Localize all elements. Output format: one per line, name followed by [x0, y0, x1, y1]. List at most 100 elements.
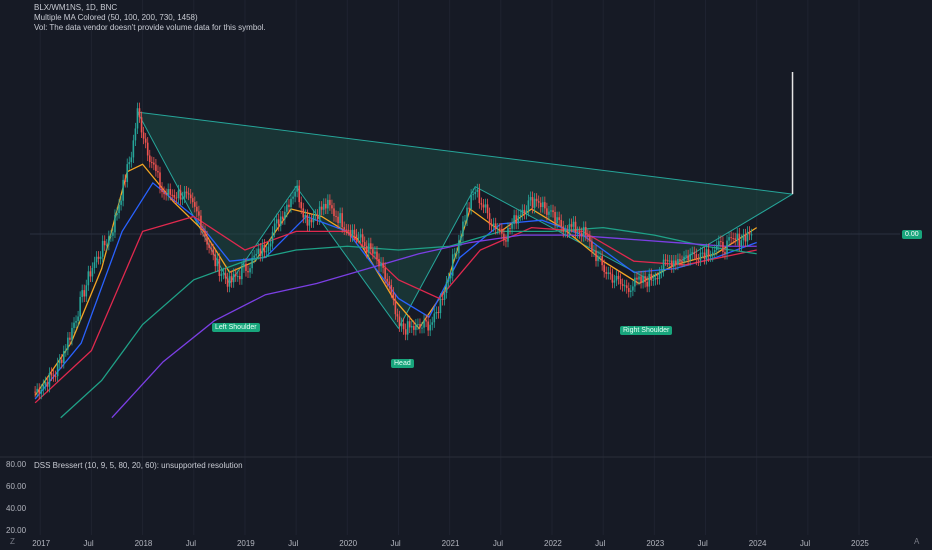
candle-body — [662, 259, 665, 271]
candle-body — [488, 213, 491, 225]
candle-body — [124, 179, 126, 182]
candle-body — [632, 286, 634, 291]
candle-body — [38, 388, 41, 394]
candle-body — [529, 197, 532, 201]
candle-body — [167, 189, 169, 196]
candle-body — [265, 251, 268, 253]
candle-body — [294, 191, 296, 197]
timezone-icon[interactable]: Z — [10, 537, 15, 546]
candle-body — [429, 324, 431, 331]
candle-body — [693, 252, 696, 255]
candle-body — [400, 323, 403, 327]
candle-body — [697, 259, 700, 261]
candle-body — [347, 229, 350, 231]
time-label: Jul — [697, 539, 708, 548]
candle-body — [259, 248, 262, 256]
candle-body — [613, 280, 616, 283]
symbol-title[interactable]: BLX/WM1NS, 1D, BNC — [34, 3, 118, 12]
candle-body — [85, 285, 88, 297]
time-label: Jul — [492, 539, 504, 548]
candle-body — [267, 246, 270, 252]
candle-body — [670, 260, 673, 268]
candle-body — [71, 327, 73, 340]
candle-body — [300, 202, 303, 209]
time-label: 2017 — [32, 539, 51, 548]
candle-body — [410, 326, 413, 328]
candle-body — [177, 190, 180, 199]
oscillator-legend[interactable]: DSS Bressert (10, 9, 5, 80, 20, 60): uns… — [34, 461, 243, 470]
candle-body — [288, 204, 290, 208]
time-label: 2025 — [851, 539, 869, 548]
ma-indicator-label[interactable]: Multiple MA Colored (50, 100, 200, 730, … — [34, 13, 198, 22]
candle-body — [593, 250, 595, 252]
candle-body — [202, 229, 204, 232]
head-label[interactable]: Head — [391, 359, 414, 368]
candle-body — [597, 256, 599, 262]
auto-scale-icon[interactable]: A — [914, 537, 920, 546]
candle-body — [171, 194, 174, 196]
time-label: 2020 — [339, 539, 358, 548]
candle-body — [232, 274, 235, 283]
candle-body — [99, 256, 102, 259]
candle-body — [193, 202, 196, 207]
candle-body — [241, 267, 243, 280]
candle-body — [378, 259, 380, 267]
candle-body — [695, 254, 698, 260]
candle-body — [79, 296, 81, 317]
candle-body — [93, 262, 96, 268]
candle-body — [44, 382, 47, 386]
candle-body — [322, 203, 325, 210]
candle-body — [333, 208, 335, 217]
candle-body — [453, 253, 456, 255]
candle-body — [648, 274, 651, 287]
time-label: Jul — [390, 539, 401, 548]
candle-body — [587, 235, 589, 237]
candle-body — [116, 213, 118, 215]
candle-body — [365, 245, 368, 253]
candle-body — [151, 162, 153, 164]
candle-body — [306, 214, 309, 226]
right-shoulder-label[interactable]: Right Shoulder — [620, 326, 673, 335]
candle-body — [576, 232, 579, 234]
candle-body — [447, 278, 450, 282]
volume-indicator-label[interactable]: Vol: The data vendor doesn't provide vol… — [34, 23, 266, 32]
candle-body — [537, 201, 540, 203]
candle-body — [709, 256, 712, 258]
candle-body — [245, 263, 247, 272]
candle-body — [136, 108, 139, 129]
candle-body — [200, 215, 202, 230]
pattern-neckline — [137, 111, 793, 195]
candle-body — [570, 224, 573, 227]
candle-body — [533, 198, 536, 208]
candle-body — [87, 271, 90, 286]
candle-body — [331, 205, 333, 209]
time-label: Jul — [799, 539, 811, 548]
candle-body — [204, 231, 206, 237]
candle-body — [130, 157, 133, 163]
candle-body — [310, 219, 313, 223]
candle-body — [384, 267, 386, 279]
candle-body — [247, 271, 249, 273]
candle-body — [722, 241, 724, 252]
candle-body — [677, 259, 679, 265]
candle-body — [664, 259, 667, 261]
candle-body — [230, 276, 233, 283]
candle-body — [621, 284, 624, 286]
candle-body — [472, 194, 474, 196]
candle-body — [339, 213, 341, 224]
candle-body — [413, 326, 415, 330]
candle-body — [564, 230, 567, 232]
candle-body — [402, 323, 405, 330]
candle-body — [711, 252, 714, 257]
candle-body — [550, 210, 552, 212]
candle-body — [740, 240, 743, 246]
candle-body — [679, 259, 681, 262]
left-shoulder-label[interactable]: Left Shoulder — [212, 323, 260, 332]
candle-body — [380, 262, 382, 267]
candle-body — [548, 211, 550, 215]
candle-body — [212, 249, 215, 255]
candle-body — [566, 230, 569, 233]
current-price-tag: 0.00 — [902, 230, 922, 239]
candle-body — [249, 268, 251, 273]
